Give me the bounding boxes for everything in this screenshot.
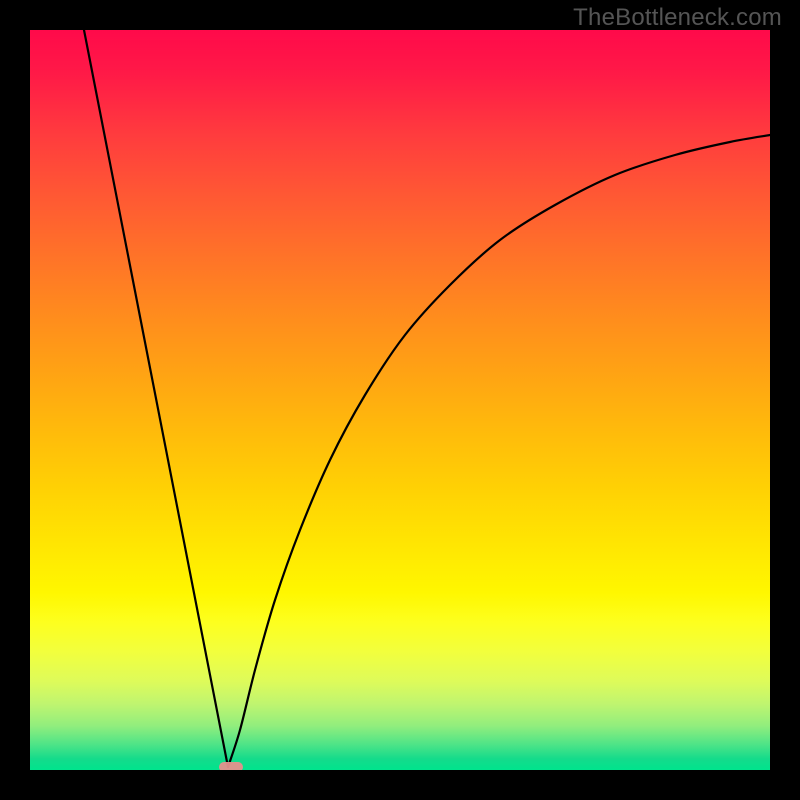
plot-area xyxy=(30,30,770,770)
gradient-background xyxy=(30,30,770,770)
optimal-marker xyxy=(219,762,243,770)
chart-container: TheBottleneck.com xyxy=(0,0,800,800)
watermark-text: TheBottleneck.com xyxy=(573,4,782,32)
bottleneck-chart xyxy=(30,30,770,770)
